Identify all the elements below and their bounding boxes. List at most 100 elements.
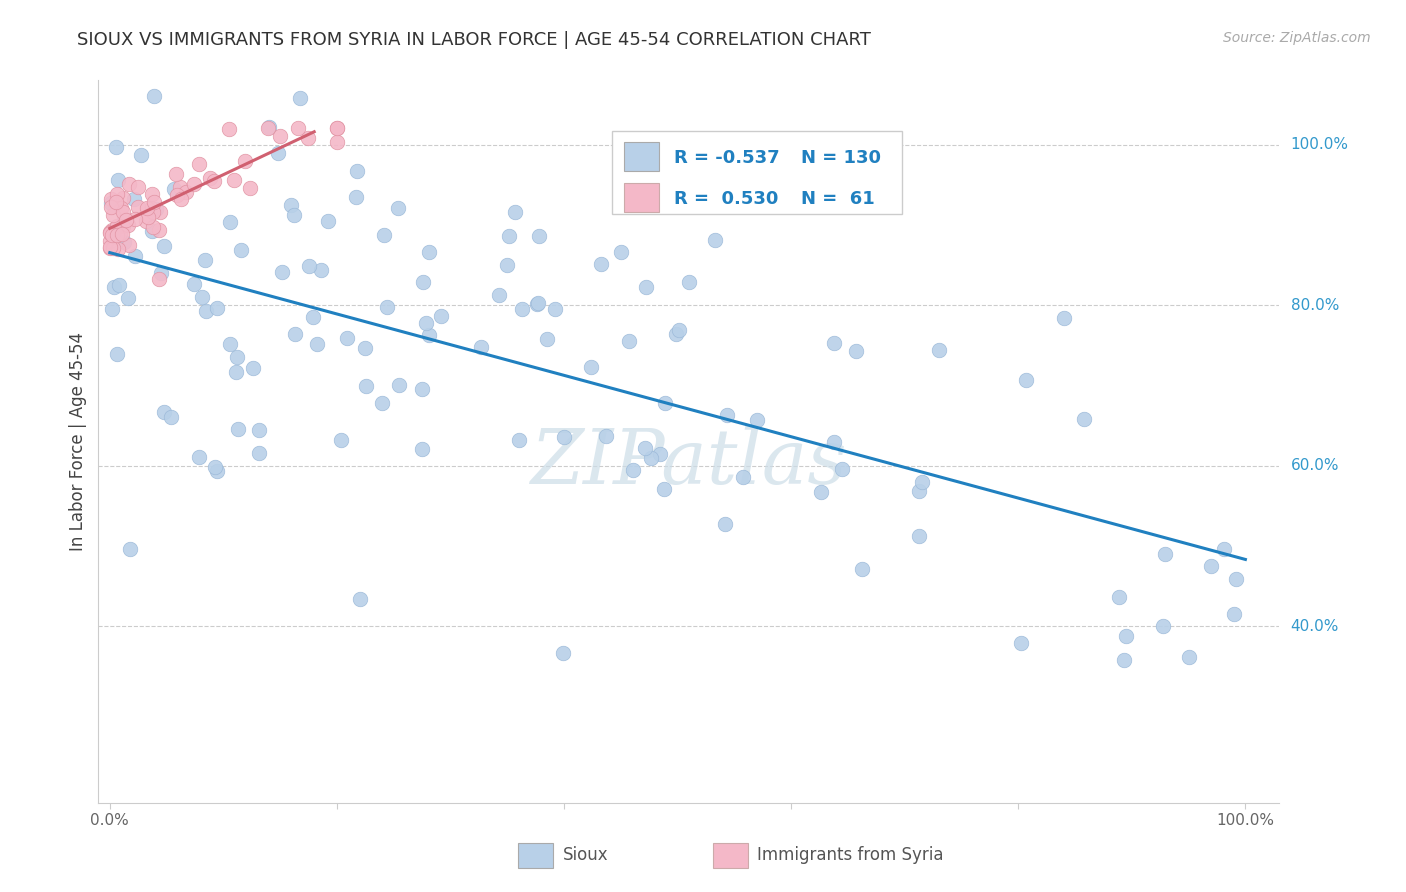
Point [160, 410, 183, 425]
Point [143, 89, 166, 103]
Point [141, 224, 163, 238]
Point [98, 226, 121, 240]
Point [183, 177, 205, 191]
Text: Source: ZipAtlas.com: Source: ZipAtlas.com [1223, 31, 1371, 45]
FancyBboxPatch shape [517, 843, 553, 868]
Point [105, 347, 128, 361]
Point [371, 396, 394, 410]
Point [110, 201, 132, 215]
Point [1115, 629, 1137, 643]
Point [247, 423, 270, 437]
Point [329, 433, 352, 447]
Point [187, 450, 209, 464]
Point [127, 200, 149, 214]
Point [714, 517, 737, 532]
Point [233, 153, 256, 168]
Point [188, 157, 211, 171]
Point [326, 135, 349, 149]
Point [415, 316, 437, 330]
Point [297, 131, 319, 145]
Point [101, 241, 124, 255]
Point [204, 460, 226, 475]
Point [1053, 311, 1076, 326]
Point [344, 190, 367, 204]
Point [207, 464, 229, 478]
Point [111, 191, 134, 205]
Point [810, 484, 832, 499]
Point [716, 408, 738, 422]
Point [118, 541, 141, 556]
Point [851, 562, 873, 576]
Point [148, 272, 170, 286]
Point [183, 277, 205, 292]
Point [107, 172, 129, 186]
Point [103, 279, 125, 293]
Point [194, 252, 217, 267]
Text: N =  61: N = 61 [801, 190, 875, 208]
Point [104, 198, 127, 212]
Point [336, 330, 359, 344]
Point [174, 185, 197, 199]
FancyBboxPatch shape [713, 843, 748, 868]
FancyBboxPatch shape [612, 131, 901, 214]
Point [510, 301, 533, 316]
Y-axis label: In Labor Force | Age 45-54: In Labor Force | Age 45-54 [69, 332, 87, 551]
Point [495, 258, 517, 272]
Point [844, 344, 866, 359]
Point [621, 463, 644, 477]
Text: SIOUX VS IMMIGRANTS FROM SYRIA IN LABOR FORCE | AGE 45-54 CORRELATION CHART: SIOUX VS IMMIGRANTS FROM SYRIA IN LABOR … [77, 31, 872, 49]
Text: N = 130: N = 130 [801, 149, 882, 168]
Point [100, 223, 122, 237]
Point [928, 343, 950, 358]
Point [508, 433, 530, 447]
Point [124, 249, 146, 263]
Point [911, 475, 934, 490]
Point [257, 120, 280, 135]
Text: Immigrants from Syria: Immigrants from Syria [758, 846, 943, 863]
Point [100, 196, 122, 211]
Point [142, 205, 165, 219]
Point [907, 483, 929, 498]
Point [353, 341, 375, 355]
Point [488, 288, 510, 302]
Text: 80.0%: 80.0% [1291, 298, 1339, 312]
Point [349, 592, 371, 607]
Point [108, 226, 131, 240]
Point [346, 163, 368, 178]
Point [1153, 548, 1175, 562]
Point [1112, 652, 1135, 666]
Point [191, 290, 214, 304]
Point [640, 450, 662, 465]
Point [498, 228, 520, 243]
Point [129, 148, 152, 162]
Point [1199, 558, 1222, 573]
Point [111, 204, 134, 219]
Point [470, 340, 492, 354]
Point [117, 218, 139, 232]
Point [107, 277, 129, 292]
Point [418, 328, 440, 343]
Point [1010, 636, 1032, 650]
Point [100, 226, 122, 240]
Point [122, 192, 145, 206]
Point [609, 244, 631, 259]
Point [412, 276, 434, 290]
Point [166, 188, 188, 202]
Point [163, 182, 186, 196]
Point [316, 213, 339, 227]
Point [1015, 373, 1038, 387]
Point [269, 128, 291, 143]
Point [239, 181, 262, 195]
Point [105, 187, 128, 202]
Point [100, 192, 122, 206]
Point [326, 121, 349, 136]
Point [247, 446, 270, 460]
Point [731, 469, 754, 483]
Point [194, 304, 217, 318]
Point [226, 422, 249, 436]
Point [218, 121, 240, 136]
Point [831, 461, 853, 475]
Point [1223, 607, 1246, 621]
Point [118, 177, 141, 191]
Point [503, 205, 526, 219]
